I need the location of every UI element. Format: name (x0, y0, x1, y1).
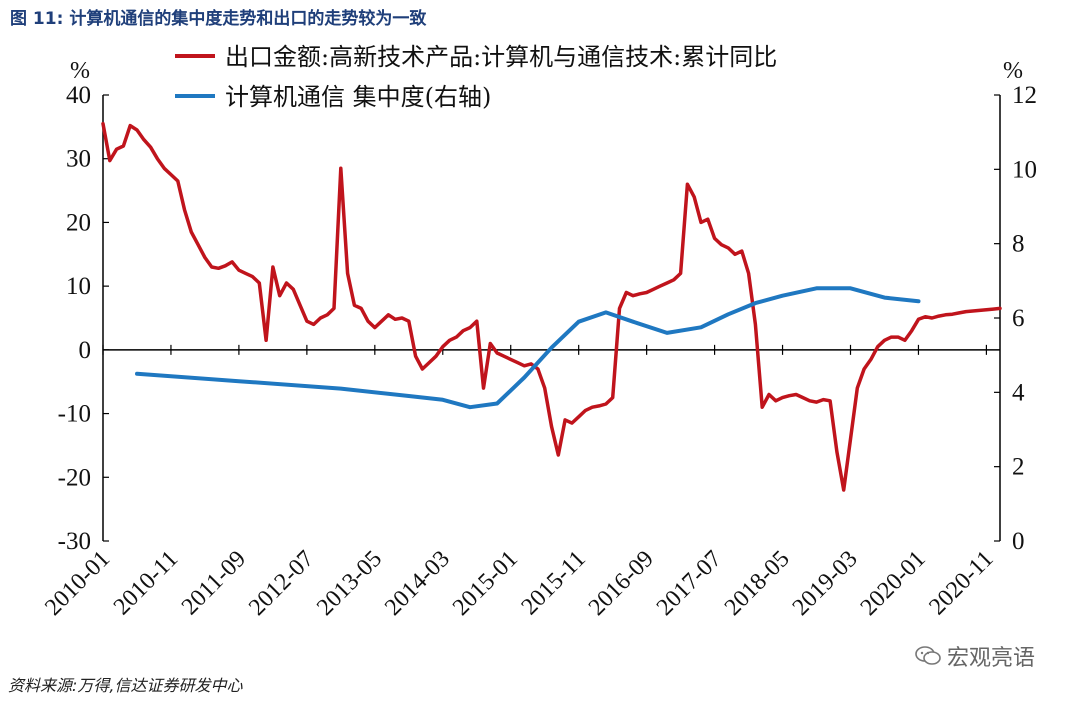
x-tick-label: 2010-01 (40, 546, 115, 621)
source-note: 资料来源:万得,信达证券研发中心 (8, 676, 243, 695)
x-tick-label: 2016-09 (584, 546, 659, 621)
left-tick-label: 0 (79, 337, 92, 364)
right-axis-unit: % (1003, 58, 1023, 84)
left-tick-label: 40 (66, 82, 91, 109)
right-tick-label: 10 (1012, 156, 1037, 183)
figure-title: 图 11: 计算机通信的集中度走势和出口的走势较为一致 (10, 4, 426, 29)
left-tick-label: -30 (58, 528, 91, 555)
right-tick-label: 12 (1012, 82, 1037, 109)
left-tick-label: -10 (58, 401, 91, 428)
x-tick-label: 2012-07 (244, 546, 319, 621)
series-line-concentration (135, 286, 921, 410)
x-tick-label: 2019-03 (788, 546, 863, 621)
right-tick-label: 8 (1012, 231, 1025, 258)
left-tick-label: 20 (66, 209, 91, 236)
x-tick-label: 2011-09 (177, 546, 251, 620)
x-tick-label: 2014-03 (380, 546, 455, 621)
series-line-export-growth (101, 121, 1002, 492)
figure-title-text: 计算机通信的集中度走势和出口的走势较为一致 (69, 9, 427, 29)
left-tick-label: -20 (58, 464, 91, 491)
figure-number: 图 11: (10, 9, 64, 29)
x-tick-label: 2017-07 (652, 546, 727, 621)
axes: 403020100-10-20-301210864202010-012010-1… (40, 82, 1037, 621)
right-tick-label: 6 (1012, 305, 1025, 332)
legend: 出口金额:高新技术产品:计算机与通信技术:累计同比 计算机通信 集中度(右轴) (175, 43, 777, 111)
x-tick-label: 2015-11 (517, 546, 591, 620)
legend-label-concentration: 计算机通信 集中度(右轴) (225, 83, 491, 111)
left-tick-label: 30 (66, 146, 91, 173)
x-tick-label: 2020-11 (924, 546, 998, 620)
chat-bubble-icon (915, 646, 941, 665)
x-tick-label: 2018-05 (720, 546, 795, 621)
right-tick-label: 0 (1012, 528, 1025, 555)
legend-label-export: 出口金额:高新技术产品:计算机与通信技术:累计同比 (225, 43, 777, 71)
x-tick-label: 2013-05 (312, 546, 387, 621)
x-tick-label: 2015-01 (448, 546, 523, 621)
x-tick-label: 2020-01 (856, 546, 931, 621)
x-tick-label: 2010-11 (109, 546, 183, 620)
left-tick-label: 10 (66, 273, 91, 300)
watermark-text: 宏观亮语 (947, 646, 1036, 671)
plot-area (101, 121, 1002, 492)
right-tick-label: 2 (1012, 454, 1025, 481)
watermark: 宏观亮语 (915, 640, 1035, 672)
right-tick-label: 4 (1012, 379, 1025, 406)
left-axis-unit: % (70, 58, 90, 84)
